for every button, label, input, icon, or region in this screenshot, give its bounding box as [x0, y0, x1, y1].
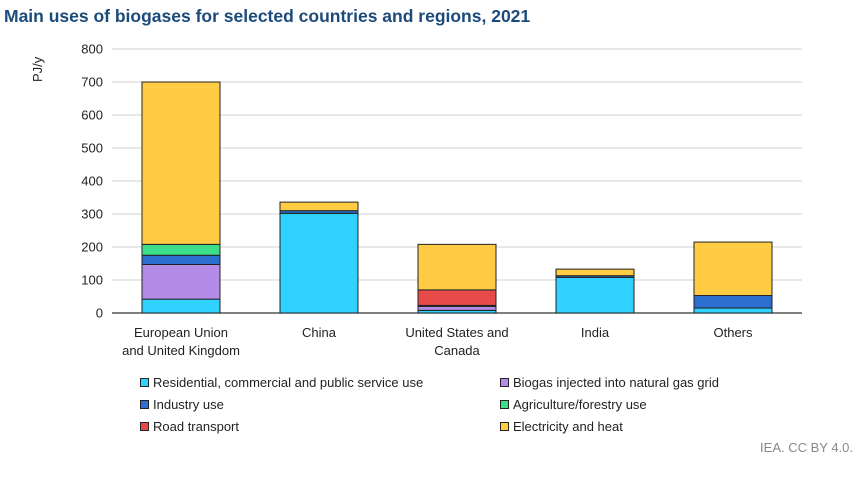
- legend-swatch: [140, 400, 149, 409]
- bars: [141, 81, 773, 314]
- y-tick-label: 100: [81, 273, 103, 288]
- legend-swatch: [140, 378, 149, 387]
- x-tick-label: and United Kingdom: [122, 343, 240, 358]
- legend-swatch: [500, 400, 509, 409]
- bar-segment: [141, 298, 221, 314]
- bar-segment: [693, 241, 773, 297]
- legend-item-agriculture: Agriculture/forestry use: [500, 397, 647, 412]
- y-tick-label: 800: [81, 42, 103, 57]
- legend-label: Industry use: [153, 397, 224, 412]
- bar-segment: [417, 289, 497, 306]
- legend-item-road-transport: Road transport: [140, 419, 239, 434]
- bar-segment: [555, 268, 635, 277]
- bar-segment: [141, 81, 221, 245]
- credit-text: IEA. CC BY 4.0.: [760, 440, 853, 455]
- legend-label: Agriculture/forestry use: [513, 397, 647, 412]
- y-axis-ticks: 0 100 200 300 400 500 600 700 800: [81, 42, 103, 321]
- y-axis-label: PJ/y: [30, 56, 45, 82]
- legend-label: Road transport: [153, 419, 239, 434]
- y-tick-label: 600: [81, 108, 103, 123]
- bar-segment: [279, 212, 359, 314]
- y-tick-label: 700: [81, 75, 103, 90]
- legend-label: Residential, commercial and public servi…: [153, 375, 424, 390]
- legend-swatch: [140, 422, 149, 431]
- x-tick-label: India: [581, 325, 610, 340]
- y-tick-label: 200: [81, 240, 103, 255]
- bar-segment: [417, 243, 497, 291]
- legend-item-residential: Residential, commercial and public servi…: [140, 375, 423, 390]
- bar-segment: [417, 305, 497, 311]
- legend-swatch: [500, 422, 509, 431]
- bar-segment: [693, 295, 773, 309]
- x-tick-label: United States and: [405, 325, 508, 340]
- legend-item-electricity: Electricity and heat: [500, 419, 623, 434]
- legend-label: Biogas injected into natural gas grid: [513, 375, 719, 390]
- legend-label: Electricity and heat: [513, 419, 623, 434]
- y-tick-label: 400: [81, 174, 103, 189]
- x-tick-label: Others: [713, 325, 753, 340]
- bar-segment: [141, 263, 221, 300]
- x-tick-label: Canada: [434, 343, 480, 358]
- x-tick-label: China: [302, 325, 337, 340]
- bar-segment: [555, 276, 635, 314]
- y-tick-label: 300: [81, 207, 103, 222]
- bar-segment: [141, 254, 221, 265]
- legend-item-biogas-grid: Biogas injected into natural gas grid: [500, 375, 719, 390]
- legend-item-industry: Industry use: [140, 397, 224, 412]
- y-tick-label: 0: [96, 306, 103, 321]
- bar-segment: [141, 243, 221, 256]
- chart-title: Main uses of biogases for selected count…: [4, 6, 531, 26]
- x-axis-labels: European Union and United Kingdom China Uni…: [122, 325, 753, 358]
- legend-swatch: [500, 378, 509, 387]
- bar-segment: [279, 201, 359, 212]
- y-tick-label: 500: [81, 141, 103, 156]
- x-tick-label: European Union: [134, 325, 228, 340]
- bar-segment: [693, 307, 773, 314]
